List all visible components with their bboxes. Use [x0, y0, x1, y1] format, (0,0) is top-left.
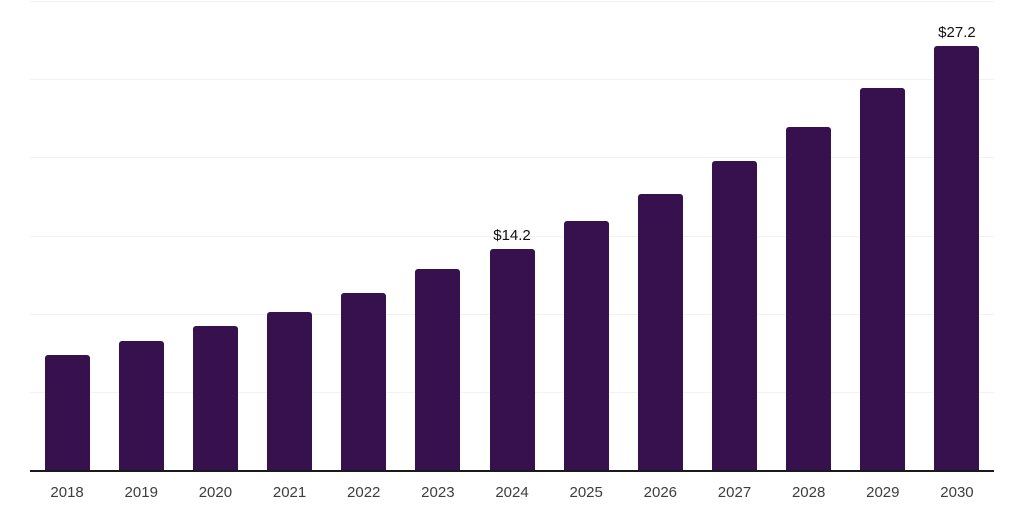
bar-2030: $27.2: [934, 24, 980, 471]
gridline-15: [30, 235, 994, 237]
x-tick-2018: 2018: [50, 484, 84, 501]
x-tick-2020: 2020: [198, 484, 233, 501]
bar-slot-2030: $27.2: [920, 2, 994, 471]
bar-slot-2020: [178, 2, 252, 471]
x-tick-2026: 2026: [643, 484, 678, 501]
bar-slot-2026: [623, 2, 697, 471]
bar-2027: [711, 161, 757, 471]
bar-2019: [118, 341, 164, 471]
bar-2029: [860, 87, 906, 471]
bar-slot-2023: [401, 2, 475, 471]
data-label-2030: $27.2: [938, 23, 976, 41]
x-tick-2029: 2029: [866, 484, 900, 501]
bar-slot-2029: [846, 2, 920, 471]
bar-slot-2028: [772, 2, 846, 471]
bar-slot-2024: $14.2: [475, 2, 549, 471]
bar-2022: [341, 292, 387, 471]
x-axis-labels: 2018 2019 2020 2021 2022 2023 2024 2025 2026 2027…: [30, 484, 994, 502]
bar-2021: [267, 311, 313, 471]
gridline-30: [30, 1, 994, 2]
x-tick-2021: 2021: [272, 484, 307, 501]
x-tick-2028: 2028: [791, 484, 826, 501]
x-tick-2025: 2025: [569, 484, 603, 501]
bar-2026: [637, 194, 683, 471]
bar-slot-2027: [697, 2, 771, 471]
bar-2023: [415, 269, 461, 471]
x-tick-2024: 2024: [495, 484, 529, 501]
data-label-2024: $14.2: [493, 227, 531, 245]
bar-2018: [44, 355, 90, 471]
bar-slot-2019: [104, 2, 178, 471]
bar-slot-2025: [549, 2, 623, 471]
gridline-25: [30, 79, 994, 81]
x-tick-2019: 2019: [124, 484, 158, 501]
bar-2025: [563, 220, 609, 471]
plot-area: $14.2 $27.2: [30, 1, 994, 471]
bars-layer: $14.2 $27.2: [30, 2, 994, 471]
gridline-20: [30, 157, 994, 159]
bar-2024: $14.2: [489, 227, 535, 471]
x-tick-2022: 2022: [347, 484, 381, 501]
x-tick-2023: 2023: [421, 484, 455, 501]
x-tick-2030: 2030: [940, 484, 974, 501]
bar-2020: [192, 325, 238, 471]
bar-2028: [786, 127, 832, 471]
bar-slot-2021: [252, 2, 326, 471]
x-axis-line: [30, 470, 994, 472]
bar-slot-2018: [30, 2, 104, 471]
bar-slot-2022: [327, 2, 401, 471]
x-tick-2027: 2027: [717, 484, 752, 501]
